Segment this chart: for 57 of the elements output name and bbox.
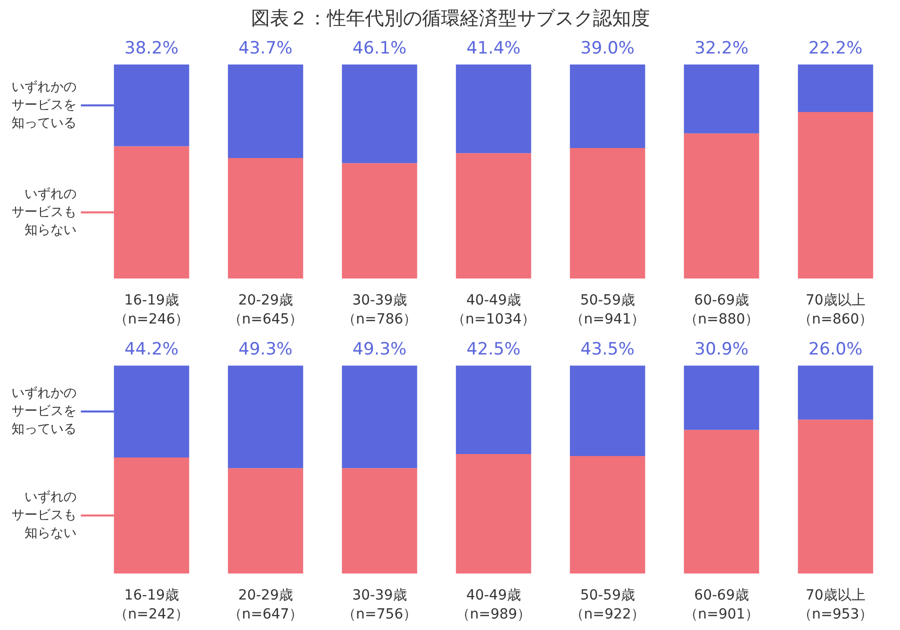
bar bbox=[456, 153, 532, 278]
bar bbox=[798, 112, 874, 278]
bar bbox=[684, 430, 760, 574]
x-tick-label: 16-19歳（n=242） bbox=[114, 588, 190, 623]
data-label: 49.3% bbox=[352, 340, 407, 360]
data-label: 38.2% bbox=[124, 38, 179, 58]
bar bbox=[798, 64, 874, 112]
legend-label: いずれかのサービスを知っている bbox=[11, 80, 76, 131]
bar bbox=[570, 366, 646, 456]
bar bbox=[456, 454, 532, 574]
bar bbox=[228, 158, 304, 278]
x-tick-label: 40-49歳（n=1034） bbox=[451, 292, 536, 328]
bar bbox=[342, 366, 418, 468]
bar bbox=[342, 163, 418, 278]
data-label: 44.2% bbox=[124, 340, 179, 360]
data-label: 46.1% bbox=[352, 38, 407, 58]
legend-label: いずれのサービスも知らない bbox=[11, 186, 76, 238]
bar bbox=[684, 366, 760, 430]
data-label: 43.7% bbox=[238, 38, 293, 58]
bar bbox=[798, 420, 874, 574]
bar bbox=[684, 133, 760, 278]
bar bbox=[570, 148, 646, 278]
x-tick-label: 30-39歳（n=786） bbox=[342, 292, 418, 328]
data-label: 22.2% bbox=[808, 38, 863, 58]
data-label: 30.9% bbox=[694, 340, 749, 360]
data-label: 26.0% bbox=[808, 340, 863, 360]
x-tick-label: 50-59歳（n=941） bbox=[570, 292, 646, 328]
bar bbox=[570, 456, 646, 574]
legend-label: いずれかのサービスを知っている bbox=[11, 386, 76, 438]
bar bbox=[570, 64, 646, 148]
x-tick-label: 60-69歳（n=901） bbox=[684, 588, 760, 623]
data-label: 39.0% bbox=[580, 38, 635, 58]
legend-label: いずれのサービスも知らない bbox=[11, 490, 76, 541]
x-tick-label: 50-59歳（n=922） bbox=[570, 588, 646, 623]
data-label: 32.2% bbox=[694, 38, 749, 58]
data-label: 41.4% bbox=[466, 38, 521, 58]
chart-title: 図表２：性年代別の循環経済型サブスク認知度 bbox=[251, 8, 650, 30]
x-tick-label: 16-19歳（n=246） bbox=[114, 292, 190, 328]
bar bbox=[456, 64, 532, 154]
bar bbox=[684, 64, 760, 134]
bar bbox=[342, 64, 418, 164]
x-tick-label: 70歳以上（n=953） bbox=[798, 588, 874, 623]
bar bbox=[342, 468, 418, 574]
data-label: 42.5% bbox=[466, 340, 521, 360]
x-tick-label: 20-29歳（n=647） bbox=[228, 588, 304, 623]
bar bbox=[798, 366, 874, 420]
bar bbox=[228, 64, 304, 158]
bar bbox=[228, 366, 304, 468]
x-tick-label: 20-29歳（n=645） bbox=[228, 292, 304, 328]
data-label: 43.5% bbox=[580, 340, 635, 360]
x-tick-label: 60-69歳（n=880） bbox=[684, 292, 760, 328]
bar bbox=[228, 468, 304, 574]
bar bbox=[456, 366, 532, 454]
x-tick-label: 70歳以上（n=860） bbox=[798, 292, 874, 328]
x-tick-label: 40-49歳（n=989） bbox=[456, 588, 532, 623]
x-tick-label: 30-39歳（n=756） bbox=[342, 588, 418, 623]
data-label: 49.3% bbox=[238, 340, 293, 360]
